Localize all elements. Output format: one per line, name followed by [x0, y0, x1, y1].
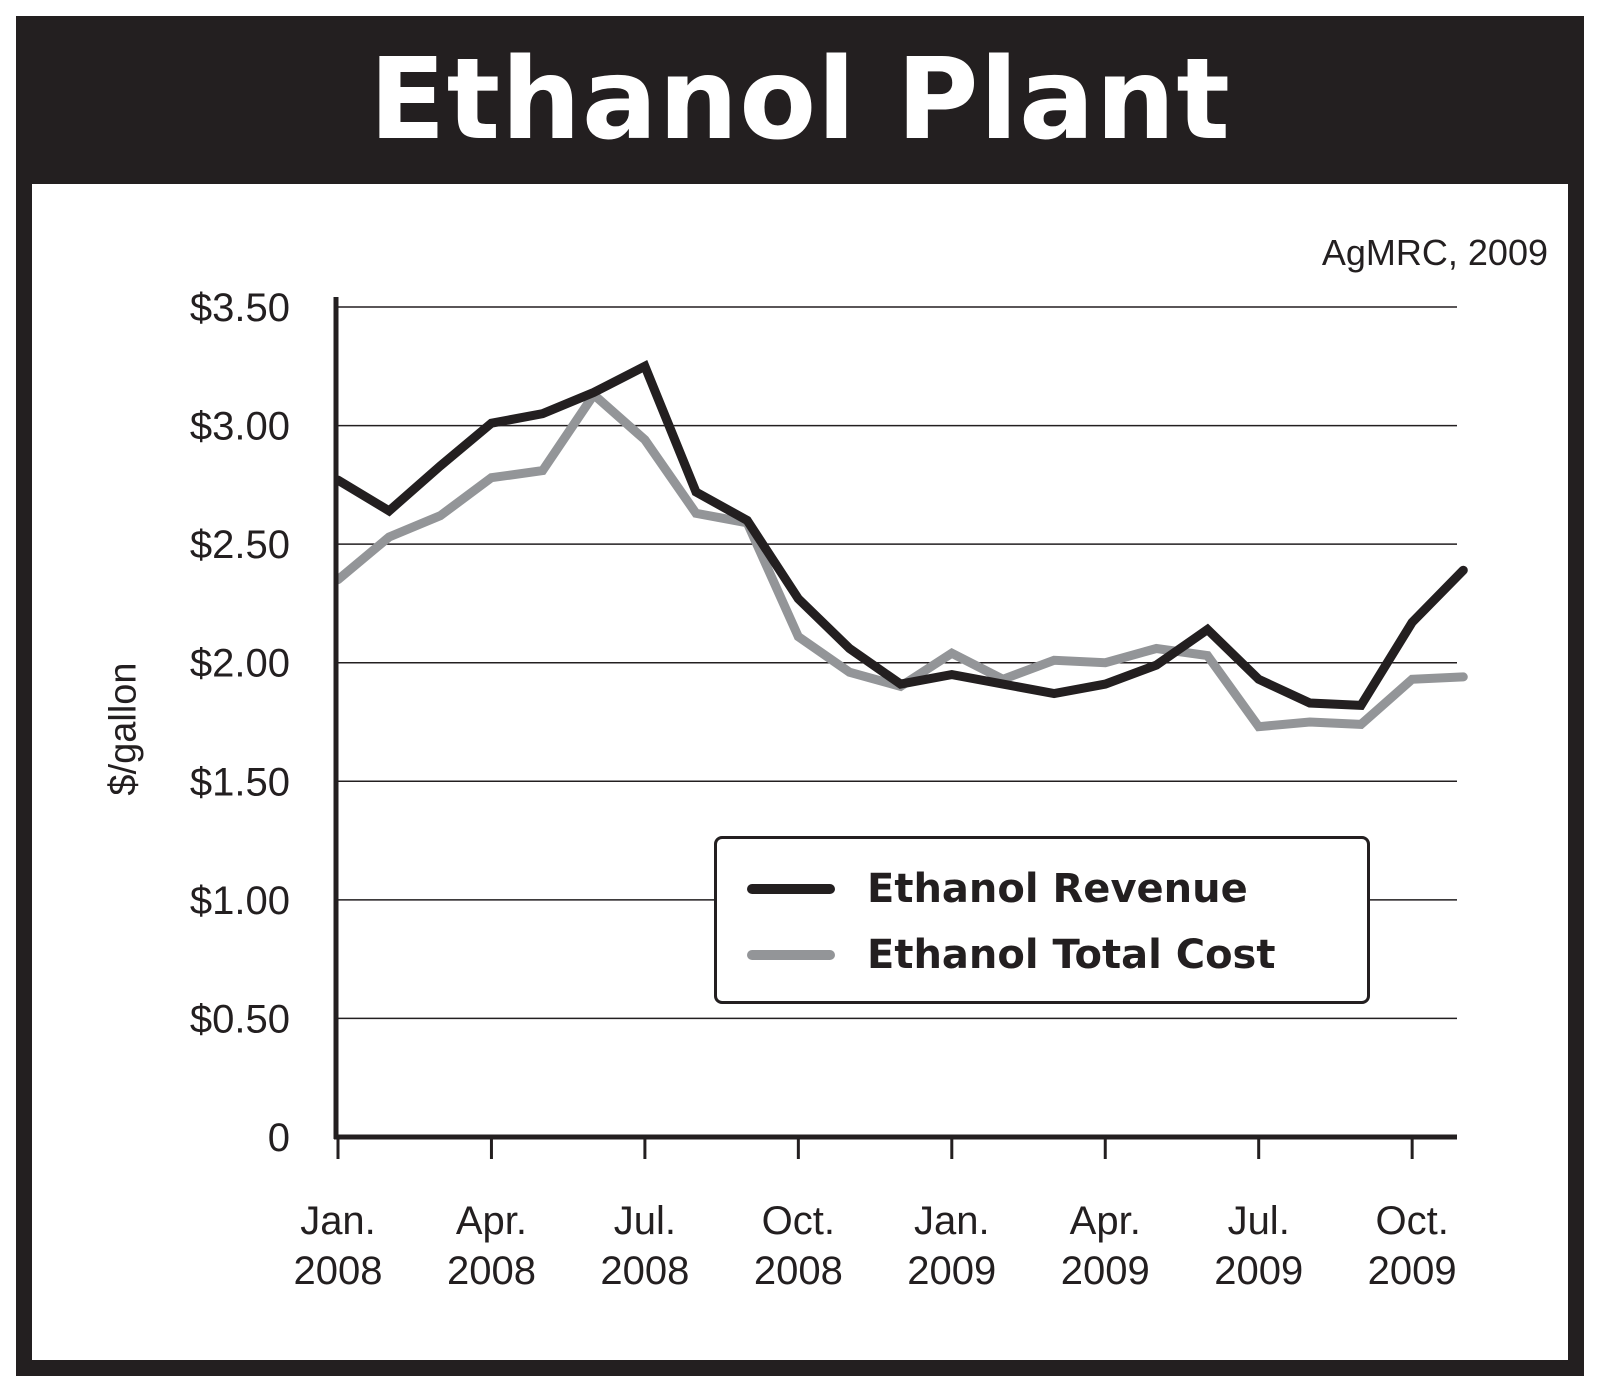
- y-tick-label: 0: [268, 1116, 290, 1160]
- x-tick-label-month: Oct.: [762, 1199, 835, 1243]
- x-tick-label-month: Apr.: [456, 1199, 527, 1243]
- x-tick-label-year: 2009: [907, 1249, 996, 1293]
- legend-item-revenue: Ethanol Revenue: [747, 859, 1248, 919]
- x-tick-label-year: 2008: [447, 1249, 536, 1293]
- x-tick-label-month: Oct.: [1375, 1199, 1448, 1243]
- x-tick-label-year: 2008: [294, 1249, 383, 1293]
- legend-swatch-revenue: [747, 884, 835, 894]
- chart-frame: Ethanol Plant Profitability AgMRC, 2009 …: [16, 16, 1584, 1376]
- chart-title: Ethanol Plant Profitability: [369, 35, 1231, 333]
- y-tick-label: $3.50: [190, 286, 290, 330]
- x-tick-label-month: Jul.: [614, 1199, 676, 1243]
- y-tick-label: $0.50: [190, 997, 290, 1041]
- y-tick-label: $1.00: [190, 879, 290, 923]
- x-tick-label-month: Jul.: [1228, 1199, 1290, 1243]
- x-tick-label-year: 2008: [754, 1249, 843, 1293]
- chart-panel: AgMRC, 2009 $/gallon 0 $0.50 $1.00 $1.50 $2.…: [32, 184, 1568, 1360]
- y-tick-label: $1.50: [190, 760, 290, 804]
- y-tick-label: $2.50: [190, 523, 290, 567]
- x-tick-label-month: Jan.: [300, 1199, 376, 1243]
- x-tick-label-year: 2008: [600, 1249, 689, 1293]
- x-tick-label-year: 2009: [1061, 1249, 1150, 1293]
- x-tick-label-year: 2009: [1368, 1249, 1457, 1293]
- legend-item-total-cost: Ethanol Total Cost: [747, 925, 1275, 985]
- series-line-ethanol-total-cost: [333, 387, 1468, 732]
- legend-label-revenue: Ethanol Revenue: [867, 866, 1248, 912]
- x-tick-label-month: Apr.: [1070, 1199, 1141, 1243]
- series-line-ethanol-revenue: [333, 360, 1468, 711]
- plot-area: 0 $0.50 $1.00 $1.50 $2.00 $2.50 $3.00 $3.50 Jan.…: [190, 286, 1468, 1293]
- y-tick-label: $3.00: [190, 405, 290, 449]
- legend-label-total-cost: Ethanol Total Cost: [867, 932, 1276, 978]
- y-tick-label: $2.00: [190, 642, 290, 686]
- legend-swatch-total-cost: [747, 950, 835, 960]
- source-note: AgMRC, 2009: [1321, 232, 1548, 273]
- x-tick-label-month: Jan.: [914, 1199, 990, 1243]
- legend: Ethanol Revenue Ethanol Total Cost: [714, 836, 1370, 1004]
- x-tick-label-year: 2009: [1214, 1249, 1303, 1293]
